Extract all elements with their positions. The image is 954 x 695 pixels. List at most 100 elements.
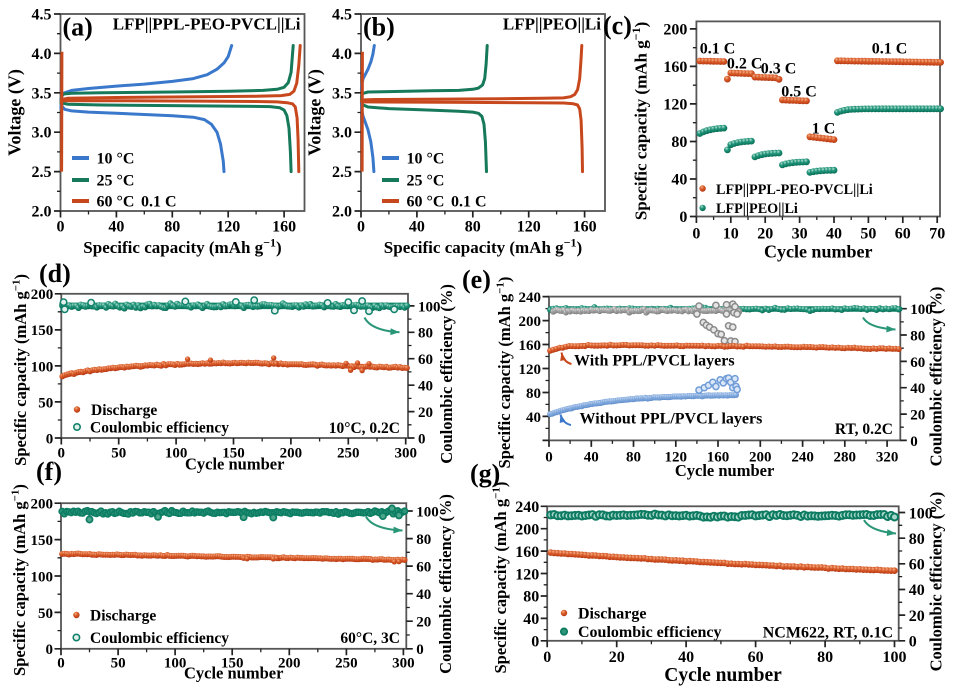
svg-text:150: 150: [222, 446, 245, 462]
svg-text:80: 80: [526, 386, 541, 402]
svg-text:300: 300: [392, 655, 415, 671]
svg-text:160: 160: [573, 219, 597, 236]
svg-text:200: 200: [515, 522, 539, 539]
svg-text:Discharge: Discharge: [90, 607, 156, 624]
svg-text:Coulombic efficiency (%): Coulombic efficiency (%): [926, 492, 945, 672]
svg-text:Specific capacity (mAh g−1): Specific capacity (mAh g−1): [495, 277, 514, 469]
svg-text:120: 120: [665, 449, 688, 465]
svg-text:LFP||PEO||Li: LFP||PEO||Li: [716, 201, 798, 217]
svg-text:Coulombic efficiency: Coulombic efficiency: [90, 419, 229, 436]
svg-text:Coulombic efficiency: Coulombic efficiency: [578, 624, 722, 641]
svg-text:80: 80: [626, 449, 641, 465]
svg-text:200: 200: [280, 446, 303, 462]
svg-text:Without PPL/PVCL layers: Without PPL/PVCL layers: [580, 411, 763, 428]
svg-text:80: 80: [817, 649, 833, 666]
svg-text:60: 60: [909, 557, 925, 574]
svg-text:80: 80: [418, 326, 433, 342]
svg-text:0: 0: [416, 642, 424, 658]
svg-text:0.1 C: 0.1 C: [451, 194, 487, 211]
svg-text:NCM622, RT, 0.1C: NCM622, RT, 0.1C: [763, 625, 893, 642]
svg-text:(f): (f): [36, 457, 62, 486]
svg-text:0: 0: [46, 431, 54, 447]
svg-text:100: 100: [418, 299, 441, 315]
svg-text:100: 100: [910, 302, 933, 318]
svg-text:60°C, 3C: 60°C, 3C: [340, 630, 400, 647]
svg-text:100: 100: [416, 504, 439, 520]
svg-text:100: 100: [31, 359, 54, 375]
svg-text:3.0: 3.0: [32, 125, 52, 142]
svg-text:2.0: 2.0: [32, 204, 52, 221]
svg-text:150: 150: [221, 655, 244, 671]
svg-text:(d): (d): [39, 259, 71, 288]
svg-text:60 °C: 60 °C: [97, 194, 135, 211]
svg-text:25 °C: 25 °C: [407, 173, 445, 190]
svg-text:0.1 C: 0.1 C: [141, 194, 177, 211]
svg-text:80: 80: [164, 219, 180, 236]
svg-text:LFP||PEO||Li: LFP||PEO||Li: [503, 15, 601, 34]
svg-text:0.5 C: 0.5 C: [781, 84, 817, 101]
svg-text:160: 160: [707, 449, 730, 465]
svg-text:100: 100: [909, 505, 933, 522]
svg-text:0: 0: [46, 642, 54, 658]
svg-text:(e): (e): [462, 265, 491, 294]
svg-text:20: 20: [609, 649, 625, 666]
svg-text:0: 0: [58, 446, 66, 462]
svg-text:150: 150: [31, 533, 54, 549]
svg-text:30: 30: [792, 226, 808, 243]
svg-text:0: 0: [909, 634, 917, 651]
svg-text:RT, 0.2C: RT, 0.2C: [835, 421, 893, 438]
svg-text:2.5: 2.5: [32, 164, 52, 181]
svg-text:Voltage (V): Voltage (V): [5, 69, 26, 156]
svg-text:0: 0: [57, 219, 65, 236]
svg-text:1 C: 1 C: [812, 121, 836, 138]
svg-text:40: 40: [523, 611, 539, 628]
svg-text:80: 80: [671, 134, 687, 151]
svg-text:20: 20: [757, 226, 773, 243]
svg-text:LFP||PPL-PEO-PVCL||Li: LFP||PPL-PEO-PVCL||Li: [716, 182, 873, 198]
svg-text:50: 50: [38, 395, 53, 411]
svg-text:Specific capacity (mAh g−1): Specific capacity (mAh g−1): [491, 482, 510, 674]
svg-text:25 °C: 25 °C: [97, 173, 135, 190]
svg-text:40: 40: [108, 219, 124, 236]
svg-text:60: 60: [748, 649, 764, 666]
svg-text:20: 20: [416, 615, 431, 631]
svg-text:0.2 C: 0.2 C: [727, 56, 763, 73]
svg-text:200: 200: [31, 287, 54, 303]
svg-text:40: 40: [909, 582, 925, 599]
svg-text:160: 160: [519, 338, 542, 354]
svg-text:250: 250: [337, 446, 360, 462]
svg-text:3.5: 3.5: [332, 85, 352, 102]
svg-text:160: 160: [272, 219, 296, 236]
svg-text:100: 100: [31, 569, 54, 585]
svg-text:40: 40: [409, 219, 425, 236]
svg-text:120: 120: [515, 566, 539, 583]
svg-text:10 °C: 10 °C: [407, 151, 445, 168]
svg-text:80: 80: [909, 531, 925, 548]
svg-text:120: 120: [663, 96, 687, 113]
svg-text:120: 120: [216, 219, 240, 236]
svg-text:Coulombic efficiency (%): Coulombic efficiency (%): [437, 284, 456, 464]
svg-text:0.1 C: 0.1 C: [700, 41, 736, 58]
svg-text:0: 0: [357, 219, 365, 236]
svg-text:20: 20: [910, 408, 925, 424]
svg-text:20: 20: [418, 405, 433, 421]
svg-text:50: 50: [111, 655, 126, 671]
svg-text:80: 80: [416, 532, 431, 548]
svg-text:40: 40: [671, 172, 687, 189]
svg-text:160: 160: [663, 59, 687, 76]
svg-text:60: 60: [418, 352, 433, 368]
svg-text:40: 40: [418, 379, 433, 395]
svg-text:Coulombic efficiency (%): Coulombic efficiency (%): [436, 494, 455, 674]
svg-text:200: 200: [278, 655, 301, 671]
svg-text:(c): (c): [603, 11, 632, 40]
svg-text:Coulombic efficiency: Coulombic efficiency: [90, 630, 229, 647]
svg-text:LFP||PPL-PEO-PVCL||Li: LFP||PPL-PEO-PVCL||Li: [113, 15, 301, 34]
svg-text:0: 0: [418, 431, 426, 447]
svg-text:50: 50: [860, 226, 876, 243]
svg-text:Specific capacity (mAh g−1): Specific capacity (mAh g−1): [83, 236, 281, 258]
svg-text:0: 0: [910, 434, 918, 450]
svg-text:Specific capacity (mAh g−1): Specific capacity (mAh g−1): [384, 236, 582, 258]
svg-text:120: 120: [519, 362, 542, 378]
svg-text:0: 0: [531, 634, 539, 651]
svg-text:40: 40: [910, 381, 925, 397]
